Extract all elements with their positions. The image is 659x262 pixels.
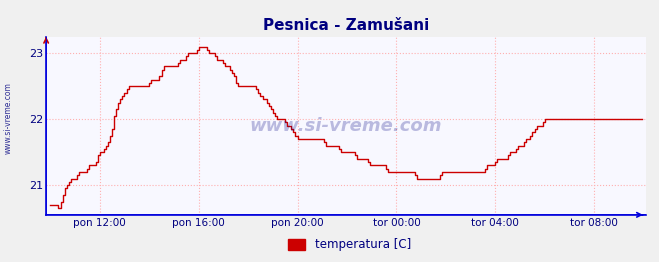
Title: Pesnica - Zamušani: Pesnica - Zamušani [263,18,429,33]
Legend: temperatura [C]: temperatura [C] [283,234,416,256]
Text: www.si-vreme.com: www.si-vreme.com [3,82,13,154]
Text: www.si-vreme.com: www.si-vreme.com [250,117,442,135]
